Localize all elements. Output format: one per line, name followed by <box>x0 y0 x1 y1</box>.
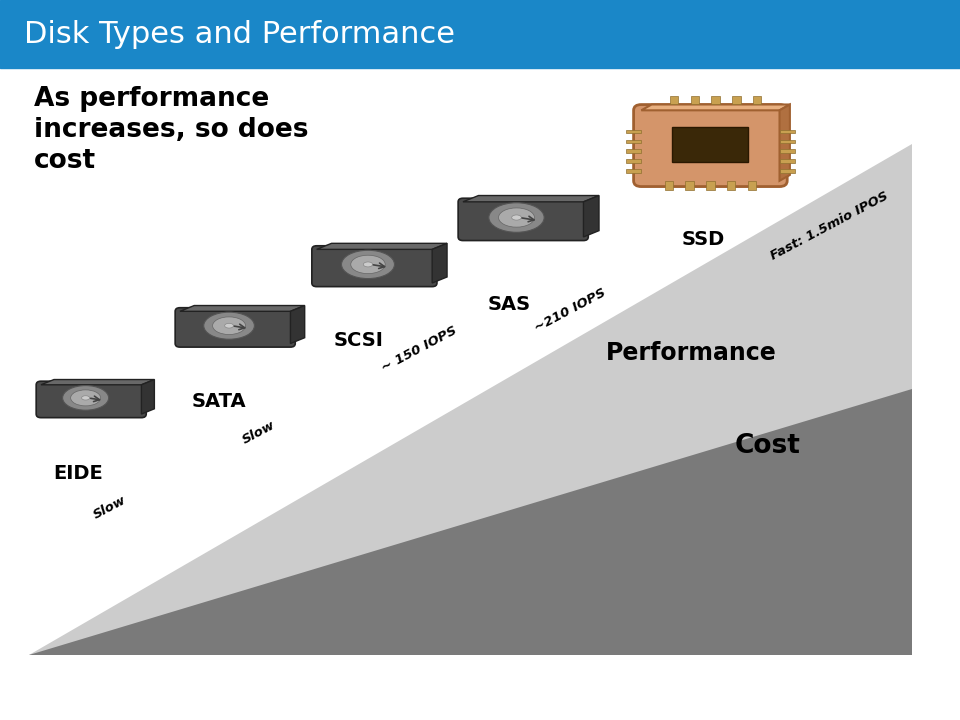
Bar <box>732 96 741 104</box>
Polygon shape <box>141 379 155 414</box>
Text: Disk Types and Performance: Disk Types and Performance <box>24 20 455 49</box>
Text: Performance: Performance <box>606 341 777 365</box>
Polygon shape <box>317 243 447 249</box>
Text: SSD: SSD <box>682 230 725 249</box>
Text: Slow: Slow <box>240 418 277 446</box>
Ellipse shape <box>62 386 108 410</box>
Ellipse shape <box>512 215 521 220</box>
Text: As performance
increases, so does
cost: As performance increases, so does cost <box>34 86 308 174</box>
Text: ~ 150 IOPS: ~ 150 IOPS <box>379 324 459 374</box>
Polygon shape <box>584 196 599 237</box>
Polygon shape <box>41 379 155 384</box>
Bar <box>626 130 641 133</box>
Bar <box>727 181 735 189</box>
FancyBboxPatch shape <box>312 246 437 287</box>
Text: SCSI: SCSI <box>334 331 384 350</box>
Text: Cost: Cost <box>735 433 801 459</box>
FancyBboxPatch shape <box>175 307 296 347</box>
Bar <box>780 140 795 143</box>
Bar <box>780 150 795 153</box>
Ellipse shape <box>212 317 246 335</box>
Polygon shape <box>291 305 304 343</box>
Ellipse shape <box>82 396 89 400</box>
Polygon shape <box>180 305 304 311</box>
Bar <box>626 150 641 153</box>
FancyBboxPatch shape <box>458 198 588 240</box>
Bar <box>748 181 756 189</box>
Bar <box>707 181 714 189</box>
Text: EIDE: EIDE <box>53 464 103 483</box>
Bar <box>780 130 795 133</box>
Ellipse shape <box>71 390 101 406</box>
Ellipse shape <box>350 255 385 274</box>
Polygon shape <box>780 104 790 181</box>
Bar <box>753 96 761 104</box>
Ellipse shape <box>489 203 544 233</box>
Bar <box>711 96 720 104</box>
Bar <box>780 169 795 173</box>
Bar <box>626 169 641 173</box>
Polygon shape <box>463 196 599 202</box>
Text: SATA: SATA <box>192 392 247 411</box>
Ellipse shape <box>498 208 535 227</box>
Bar <box>672 127 749 162</box>
Polygon shape <box>29 389 912 655</box>
Text: SAS: SAS <box>488 295 531 314</box>
Bar <box>670 96 679 104</box>
Text: Slow: Slow <box>91 494 129 522</box>
Bar <box>690 96 699 104</box>
Ellipse shape <box>225 323 233 328</box>
Polygon shape <box>432 243 447 283</box>
FancyBboxPatch shape <box>634 104 787 186</box>
Polygon shape <box>29 144 912 655</box>
Bar <box>0 0 960 68</box>
Bar <box>626 140 641 143</box>
Text: Fast: 1.5mio IPOS: Fast: 1.5mio IPOS <box>768 189 890 263</box>
Bar <box>685 181 694 189</box>
Polygon shape <box>641 104 790 110</box>
Bar <box>780 159 795 163</box>
FancyBboxPatch shape <box>36 381 146 418</box>
Bar <box>626 159 641 163</box>
Bar <box>664 181 673 189</box>
Text: ~210 IOPS: ~210 IOPS <box>533 287 609 335</box>
Ellipse shape <box>204 312 254 339</box>
Ellipse shape <box>363 262 372 267</box>
Ellipse shape <box>342 251 395 279</box>
